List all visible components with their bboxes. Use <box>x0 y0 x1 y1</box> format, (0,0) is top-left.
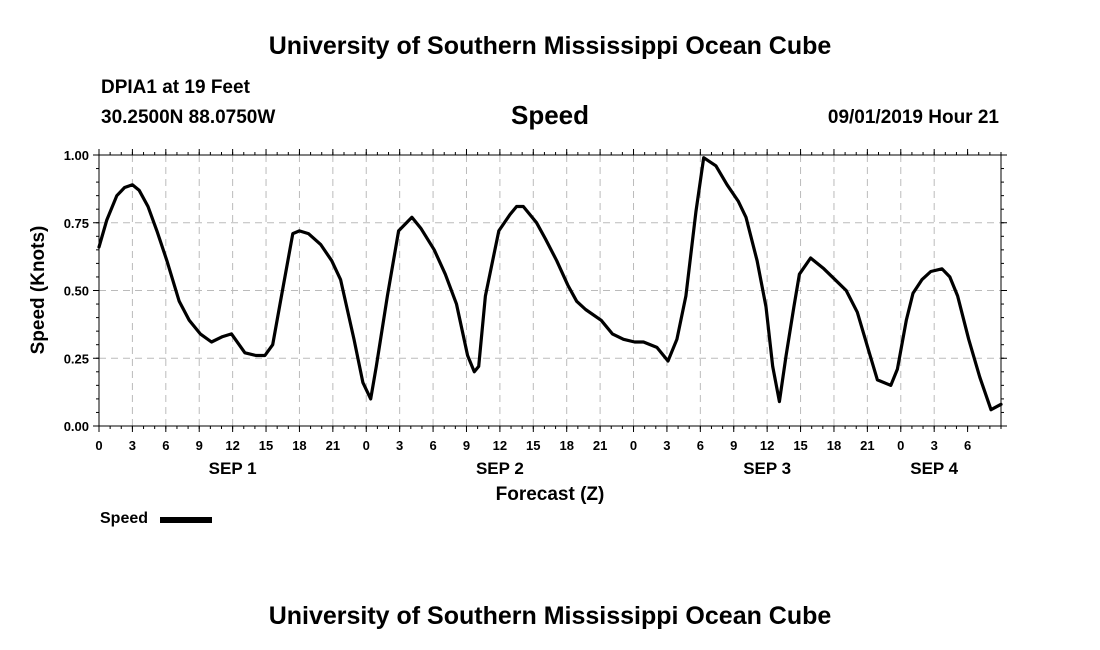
legend-label: Speed <box>100 510 149 527</box>
x-tick-label: 15 <box>526 438 540 453</box>
x-tick-label: 9 <box>196 438 203 453</box>
y-tick-label: 0.25 <box>64 351 89 366</box>
datetime-label: 09/01/2019 Hour 21 <box>827 107 999 128</box>
ticks: 0.00 0.25 0.50 0.75 1.00 0 3 6 9 12 15 18 21 0 3 6 9 12 15… <box>64 148 1007 478</box>
location-label: 30.2500N 88.0750W <box>101 107 276 128</box>
x-tick-label: 18 <box>559 438 573 453</box>
grid <box>99 155 1001 426</box>
x-tick-label: 15 <box>259 438 273 453</box>
title-top: University of Southern Mississippi Ocean… <box>268 32 832 60</box>
x-tick-label: 18 <box>827 438 841 453</box>
day-label: SEP 3 <box>743 459 791 478</box>
x-tick-label: 12 <box>225 438 239 453</box>
x-tick-label: 9 <box>730 438 737 453</box>
x-tick-label: 9 <box>463 438 470 453</box>
y-tick-label: 1.00 <box>64 148 89 163</box>
x-tick-label: 18 <box>292 438 306 453</box>
x-tick-label: 6 <box>964 438 971 453</box>
y-tick-label: 0.50 <box>64 284 89 299</box>
x-tick-label: 3 <box>396 438 403 453</box>
y-tick-label: 0.00 <box>64 419 89 434</box>
x-tick-label: 21 <box>593 438 607 453</box>
chart-title: Speed <box>510 100 590 130</box>
x-tick-label: 12 <box>760 438 774 453</box>
x-tick-label: 12 <box>493 438 507 453</box>
x-tick-label: 21 <box>326 438 340 453</box>
title-bottom: University of Southern Mississippi Ocean… <box>268 602 832 630</box>
x-axis-label: Forecast (Z) <box>496 484 605 505</box>
x-tick-label: 0 <box>630 438 637 453</box>
x-tick-label: 3 <box>663 438 670 453</box>
y-tick-label: 0.75 <box>64 216 89 231</box>
series-line-speed <box>97 156 1003 412</box>
station-label: DPIA1 at 19 Feet <box>101 77 250 98</box>
x-tick-label: 6 <box>697 438 704 453</box>
legend-swatch <box>160 517 212 523</box>
x-tick-label: 0 <box>95 438 102 453</box>
x-tick-label: 3 <box>129 438 136 453</box>
x-tick-label: 15 <box>793 438 807 453</box>
x-tick-label: 6 <box>162 438 169 453</box>
y-axis-label: Speed (Knots) <box>28 226 49 355</box>
x-tick-label: 3 <box>931 438 938 453</box>
day-label: SEP 1 <box>209 459 257 478</box>
x-tick-label: 21 <box>860 438 874 453</box>
day-label: SEP 2 <box>476 459 524 478</box>
x-tick-label: 0 <box>897 438 904 453</box>
day-label: SEP 4 <box>910 459 958 478</box>
x-tick-label: 0 <box>363 438 370 453</box>
x-tick-label: 6 <box>429 438 436 453</box>
